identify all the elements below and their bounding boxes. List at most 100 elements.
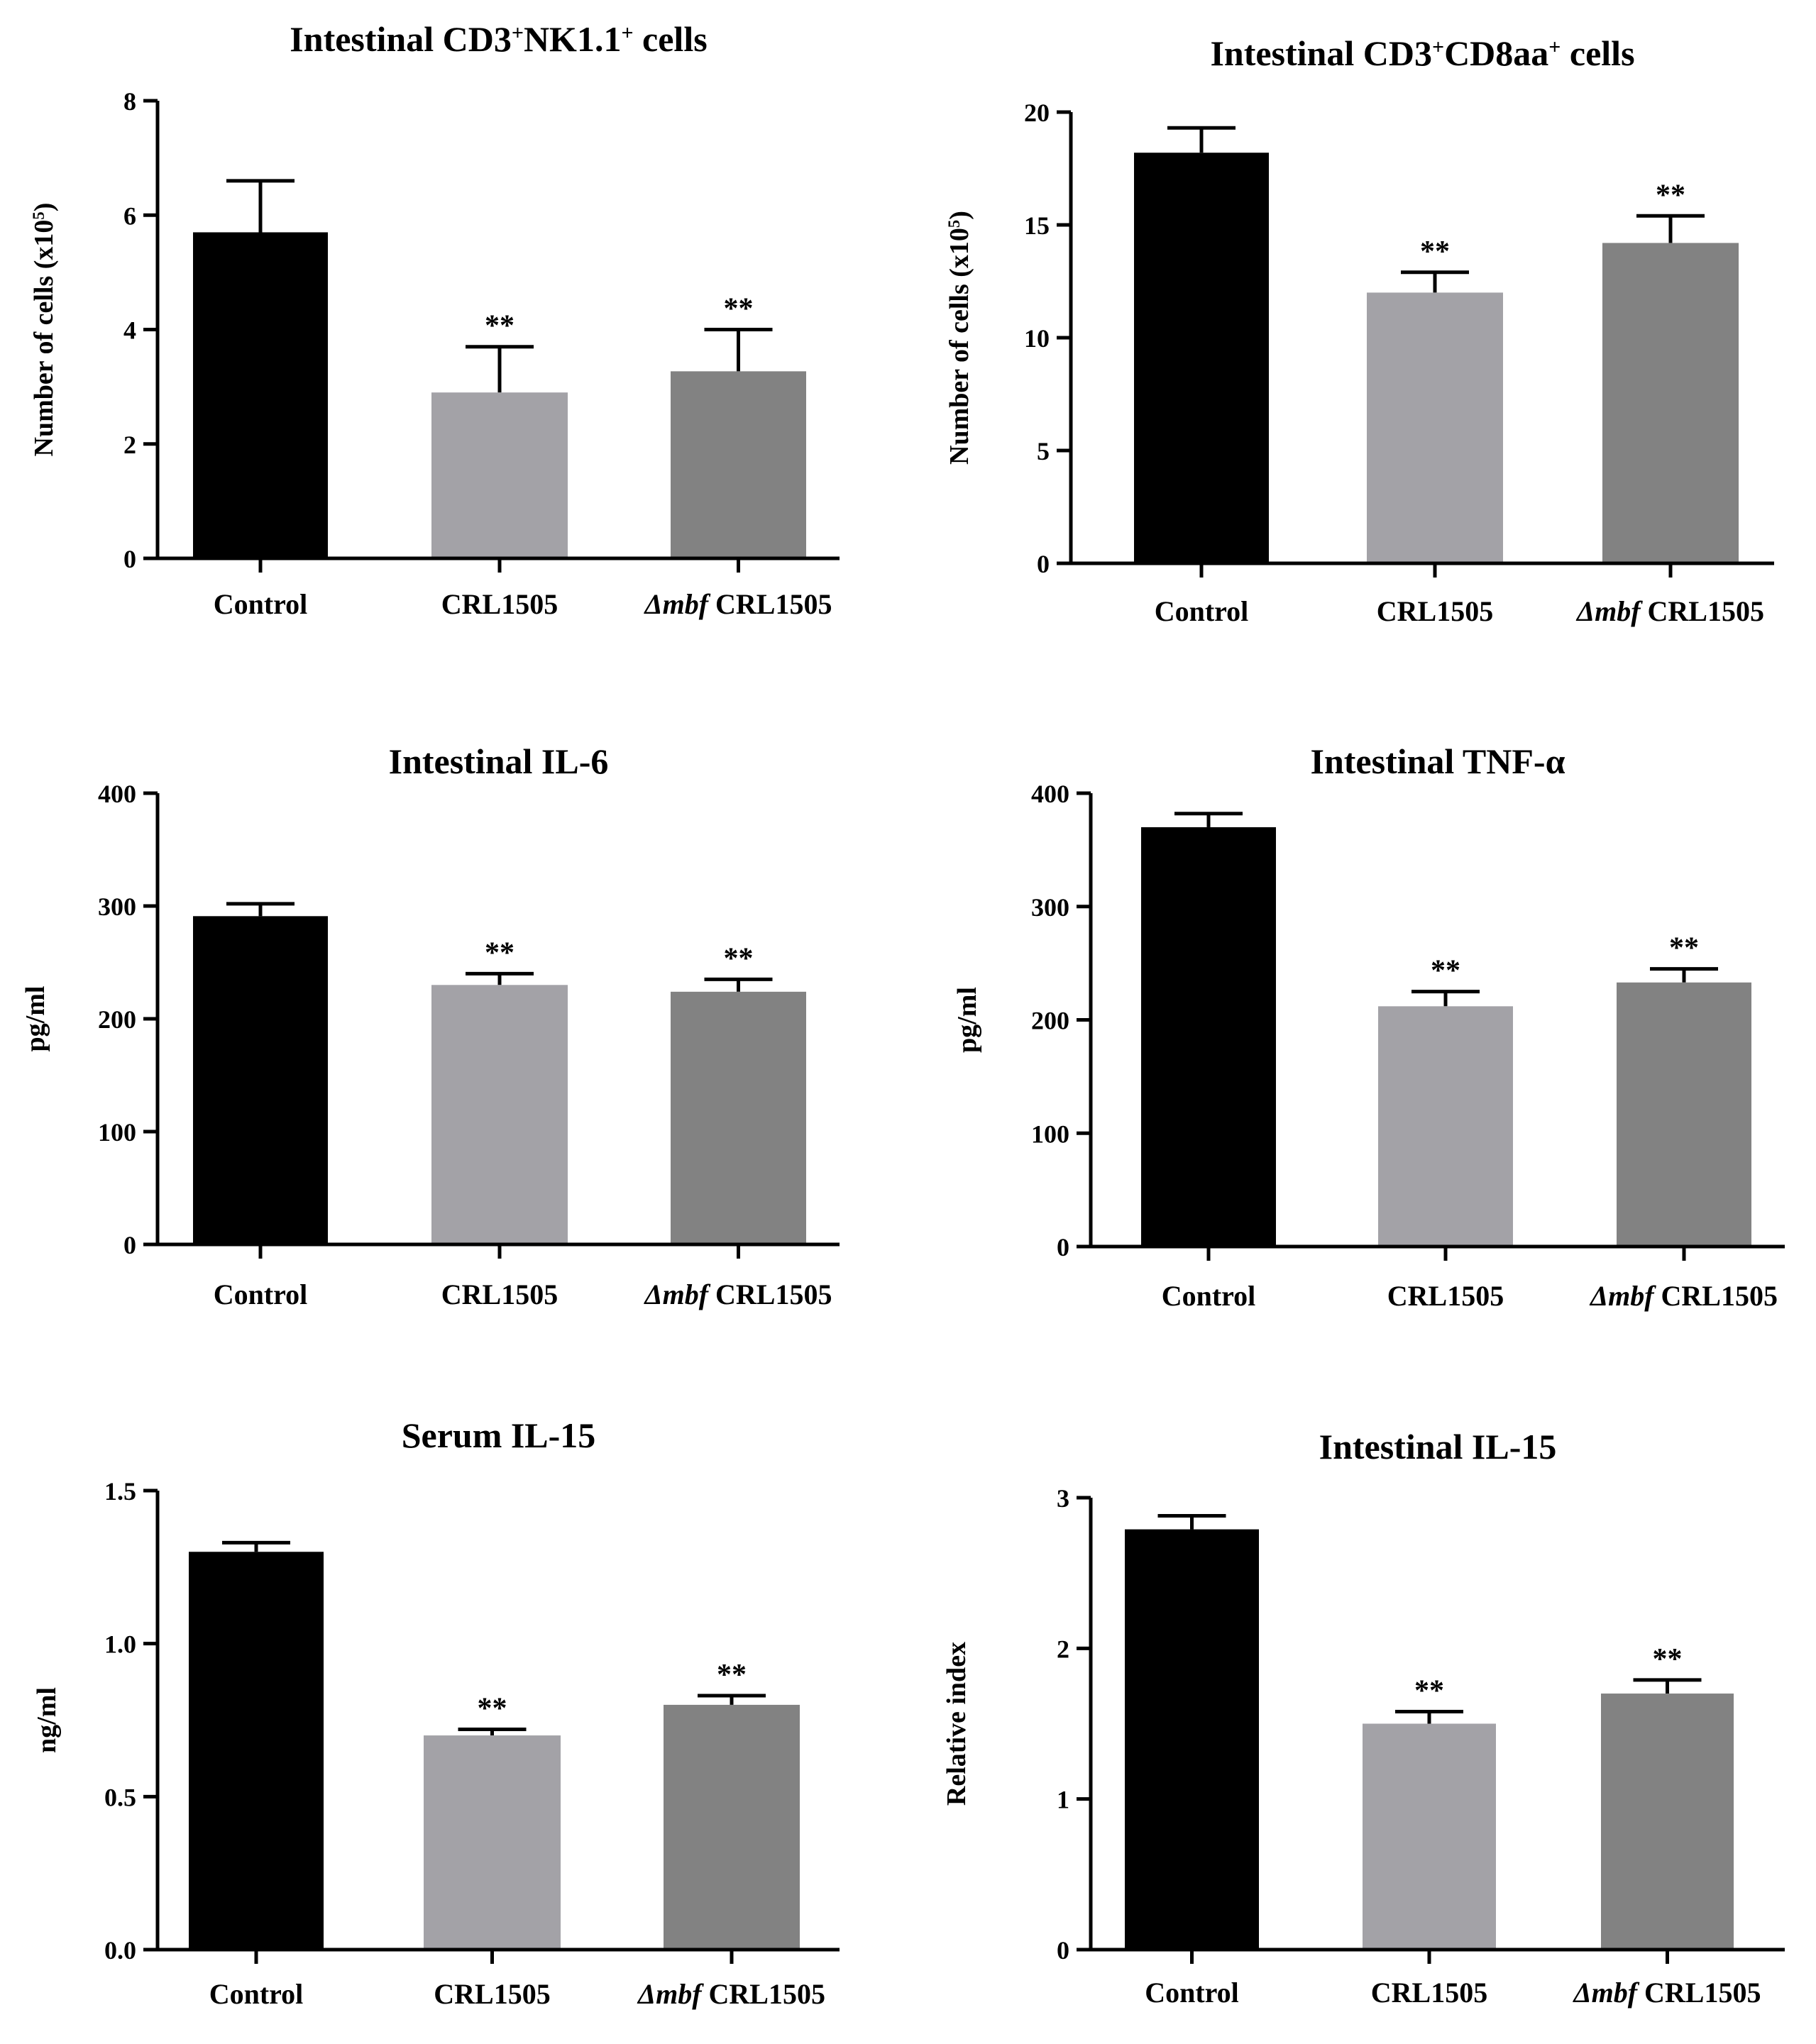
- bar-crl1505: [424, 1735, 561, 1950]
- y-tick-label: 1.5: [104, 1477, 136, 1506]
- bar-dmbf-crl1505: [1617, 982, 1751, 1247]
- y-axis-label-part: ng/ml: [32, 1687, 62, 1753]
- y-tick-label: 2: [1057, 1635, 1069, 1663]
- x-category-label-crl1505: CRL1505: [1371, 1977, 1487, 2009]
- significance-marker: **: [485, 310, 514, 343]
- x-category-label-crl1505: CRL1505: [1387, 1280, 1504, 1312]
- y-tick-label: 100: [98, 1118, 136, 1147]
- chart-title: Intestinal CD3+CD8aa+ cells: [1210, 33, 1634, 73]
- bar-dmbf-crl1505: [664, 1704, 800, 1950]
- chart-panel-2: Intestinal CD3+CD8aa+ cells Number of cel…: [945, 33, 1774, 627]
- y-axis-label-part: Relative index: [942, 1642, 972, 1806]
- bar-dmbf-crl1505: [1602, 243, 1739, 563]
- y-axis-label-part: ): [945, 211, 974, 220]
- x-category-label-control: Control: [1155, 595, 1249, 627]
- significance-marker: **: [1431, 955, 1460, 988]
- chart-title: Intestinal CD3+NK1.1+ cells: [290, 19, 707, 59]
- chart-title-part: Intestinal CD3: [1210, 33, 1432, 73]
- category-name: Control: [1162, 1280, 1256, 1312]
- x-category-label-control: Control: [1162, 1280, 1256, 1312]
- significance-marker: **: [724, 293, 754, 326]
- chart-title-part: cells: [1561, 33, 1634, 73]
- y-tick-label: 100: [1031, 1120, 1069, 1148]
- significance-marker: **: [1669, 932, 1699, 965]
- category-name: CRL1505: [434, 1978, 550, 2010]
- y-axis-label-part: Number of cells (x10: [945, 228, 974, 465]
- y-tick-label: 0: [123, 1231, 136, 1259]
- y-axis-label-part: ): [29, 203, 59, 212]
- category-name: Control: [209, 1978, 304, 2010]
- bar-dmbf-crl1505: [671, 991, 806, 1244]
- chart-title: Intestinal IL-15: [1319, 1427, 1557, 1466]
- chart-panel-3: Intestinal IL-6 pg/ml ** ** 0 100 200 300 400 Con…: [21, 741, 840, 1310]
- y-tick-label: 15: [1024, 211, 1050, 240]
- category-name: CRL1505: [702, 1978, 825, 2010]
- y-tick-label: 0.0: [104, 1936, 136, 1965]
- significance-marker: **: [724, 942, 754, 975]
- category-name: CRL1505: [708, 588, 832, 620]
- y-axis-label-part: Number of cells (x10: [29, 220, 59, 457]
- significance-marker: **: [1656, 179, 1685, 211]
- category-name: Control: [214, 1278, 308, 1310]
- y-tick-label: 300: [98, 893, 136, 921]
- category-name: CRL1505: [1637, 1977, 1761, 2009]
- chart-title-part: NK1.1: [524, 19, 622, 59]
- y-axis-label: Relative index: [942, 1642, 972, 1806]
- y-tick-label: 5: [1037, 437, 1050, 465]
- y-tick-label: 10: [1024, 324, 1050, 353]
- bar-dmbf-crl1505: [1601, 1694, 1734, 1950]
- category-name: CRL1505: [1377, 595, 1493, 627]
- chart-title: Intestinal TNF-α: [1311, 741, 1565, 781]
- y-axis-label: Number of cells (x105): [29, 203, 59, 457]
- x-category-label-dmbf-crl1505: Δmbf CRL1505: [1575, 595, 1764, 627]
- category-name: CRL1505: [1641, 595, 1764, 627]
- chart-panel-6: Intestinal IL-15 Relative index ** ** 0 1 2 3 Co…: [942, 1427, 1785, 2009]
- bar-crl1505: [431, 985, 568, 1244]
- chart-title: Serum IL-15: [402, 1415, 596, 1455]
- y-tick-label: 3: [1057, 1484, 1069, 1513]
- chart-title-part: Serum IL-15: [402, 1415, 596, 1455]
- x-category-label-dmbf-crl1505: Δmbf CRL1505: [637, 1978, 825, 2010]
- chart-title-part: +: [1432, 35, 1444, 59]
- chart-title-part: +: [621, 21, 633, 45]
- bar-control: [189, 1552, 324, 1950]
- chart-title-part: Intestinal CD3: [290, 19, 512, 59]
- y-axis-label: pg/ml: [952, 987, 982, 1053]
- chart-title-part: +: [1548, 35, 1561, 59]
- y-tick-label: 8: [123, 87, 136, 116]
- chart-panel-4: Intestinal TNF-α pg/ml ** ** 0 100 200 300 400 Co…: [952, 741, 1785, 1312]
- category-prefix: Δmbf: [644, 1278, 711, 1310]
- chart-title-part: cells: [634, 19, 708, 59]
- chart-title-part: Intestinal TNF-α: [1311, 741, 1565, 781]
- category-name: Control: [1155, 595, 1249, 627]
- y-tick-label: 0: [1037, 550, 1050, 578]
- bar-dmbf-crl1505: [671, 371, 806, 558]
- y-tick-label: 2: [123, 431, 136, 459]
- significance-marker: **: [717, 1659, 747, 1691]
- category-name: CRL1505: [708, 1278, 832, 1310]
- x-category-label-crl1505: CRL1505: [1377, 595, 1493, 627]
- significance-marker: **: [485, 937, 514, 969]
- y-tick-label: 300: [1031, 893, 1069, 922]
- significance-marker: **: [1653, 1643, 1683, 1676]
- bar-control: [193, 916, 328, 1244]
- category-name: CRL1505: [1371, 1977, 1487, 2009]
- y-tick-label: 20: [1024, 99, 1050, 127]
- y-tick-label: 200: [98, 1005, 136, 1034]
- category-name: CRL1505: [1387, 1280, 1504, 1312]
- y-tick-label: 200: [1031, 1007, 1069, 1035]
- y-tick-label: 0.5: [104, 1783, 136, 1811]
- x-category-label-control: Control: [214, 588, 308, 620]
- bar-crl1505: [1378, 1006, 1513, 1247]
- x-category-label-dmbf-crl1505: Δmbf CRL1505: [1573, 1977, 1761, 2009]
- y-axis-label-part: 5: [945, 220, 963, 228]
- y-axis-label: ng/ml: [32, 1687, 62, 1753]
- y-tick-label: 0: [1057, 1936, 1069, 1965]
- y-tick-label: 1: [1057, 1786, 1069, 1814]
- chart-panel-5: Serum IL-15 ng/ml ** ** 0.0 0.5 1.0 1.5 Control C…: [32, 1415, 840, 2010]
- x-category-label-control: Control: [214, 1278, 308, 1310]
- x-category-label-control: Control: [209, 1978, 304, 2010]
- x-category-label-control: Control: [1145, 1977, 1239, 2009]
